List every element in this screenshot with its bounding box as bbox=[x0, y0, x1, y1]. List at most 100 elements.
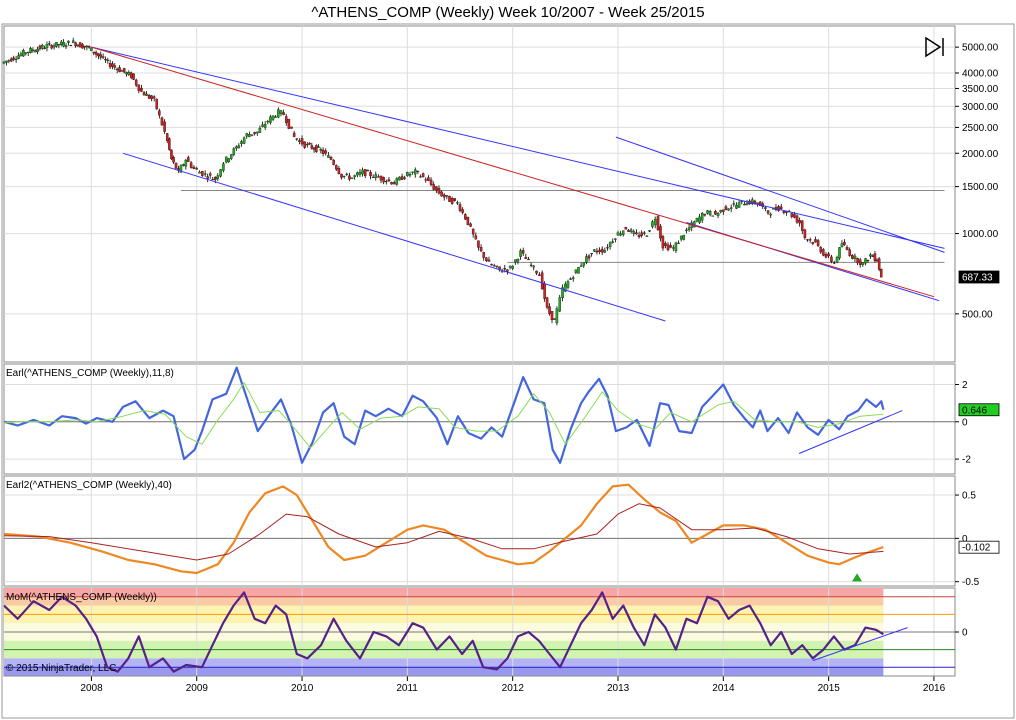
candle-body bbox=[577, 267, 580, 274]
candle-body bbox=[36, 48, 39, 53]
candle-body bbox=[677, 242, 680, 244]
candle-body bbox=[722, 209, 725, 212]
earl2-panel[interactable]: 0.5 0 -0.5 Earl2(^ATHENS_COMP (Weekly),40) -… bbox=[3, 475, 1000, 588]
candle-body bbox=[564, 283, 567, 292]
copyright-text: © 2015 NinjaTrader, LLC bbox=[6, 663, 116, 674]
candle-body bbox=[182, 164, 185, 166]
candle-body bbox=[840, 243, 844, 248]
candle-body bbox=[150, 95, 153, 100]
candle-body bbox=[806, 239, 809, 241]
candle-body bbox=[808, 239, 812, 241]
candle-body bbox=[242, 137, 246, 144]
candle-body bbox=[437, 187, 441, 194]
candle-body bbox=[113, 65, 117, 68]
candle-body bbox=[340, 173, 343, 178]
candle-body bbox=[406, 172, 409, 177]
candle-body bbox=[206, 176, 209, 179]
earl-panel[interactable]: 2 0 -2 Earl(^ATHENS_COMP (Weekly),11,8) 0.64… bbox=[3, 363, 1000, 475]
panel-label: Earl2(^ATHENS_COMP (Weekly),40) bbox=[6, 480, 172, 491]
candle-body bbox=[608, 242, 612, 247]
candle-body bbox=[142, 92, 146, 96]
candle-body bbox=[590, 253, 593, 255]
candle-body bbox=[838, 247, 841, 259]
candle-body bbox=[324, 150, 327, 154]
candle-body bbox=[134, 79, 138, 86]
candle-body bbox=[803, 229, 807, 238]
candle-body bbox=[174, 162, 178, 169]
candle-body bbox=[782, 211, 786, 213]
candle-body bbox=[92, 51, 96, 54]
x-tick-label: 2014 bbox=[712, 683, 735, 694]
candle-body bbox=[848, 249, 851, 256]
candle-body bbox=[390, 182, 393, 185]
candle-body bbox=[71, 40, 75, 43]
candle-body bbox=[724, 206, 728, 210]
candle-body bbox=[230, 154, 233, 159]
candle-body bbox=[78, 42, 82, 48]
candle-body bbox=[606, 247, 609, 249]
candle-body bbox=[69, 44, 73, 47]
candle-body bbox=[379, 175, 383, 181]
candle-body bbox=[263, 124, 267, 128]
candle-body bbox=[31, 49, 35, 51]
candle-body bbox=[790, 213, 794, 217]
candle-body bbox=[342, 175, 346, 177]
candle-body bbox=[160, 117, 164, 126]
y-tick-label: 0 bbox=[962, 417, 968, 428]
candle-body bbox=[511, 265, 514, 269]
candle-body bbox=[298, 140, 301, 142]
candle-body bbox=[321, 149, 325, 154]
candle-body bbox=[877, 258, 881, 270]
candle-body bbox=[38, 45, 42, 50]
candle-body bbox=[579, 265, 583, 267]
y-tick-label: 2500.00 bbox=[962, 123, 999, 134]
candle-body bbox=[558, 297, 561, 312]
candle-body bbox=[548, 306, 551, 314]
candle-body bbox=[635, 232, 638, 235]
candle-body bbox=[471, 228, 475, 235]
candle-body bbox=[277, 109, 280, 118]
candle-body bbox=[19, 53, 23, 56]
mom-panel[interactable]: 0 MoM(^ATHENS_COMP (Weekly)) bbox=[3, 587, 968, 677]
candle-body bbox=[198, 171, 201, 174]
candle-body bbox=[672, 247, 675, 249]
candle-body bbox=[637, 234, 641, 238]
candle-body bbox=[424, 179, 428, 181]
candle-body bbox=[793, 213, 796, 218]
candle-body bbox=[287, 118, 291, 129]
candle-body bbox=[666, 244, 670, 251]
candle-body bbox=[795, 215, 799, 223]
candle-body bbox=[640, 232, 643, 236]
candle-body bbox=[335, 165, 338, 170]
series-line bbox=[3, 366, 885, 464]
candle-body bbox=[442, 194, 446, 198]
candle-body bbox=[274, 116, 277, 118]
candle-body bbox=[740, 201, 743, 203]
candle-body bbox=[90, 47, 93, 51]
candle-body bbox=[240, 141, 243, 144]
candle-body bbox=[466, 216, 470, 225]
candle-body bbox=[445, 195, 449, 197]
candle-body bbox=[33, 50, 37, 53]
last-value-label: 687.33 bbox=[962, 273, 993, 284]
candle-body bbox=[461, 209, 464, 213]
candle-body bbox=[104, 59, 107, 61]
zone-band bbox=[4, 658, 884, 668]
price-panel[interactable]: 5000.00 4000.00 3500.00 3000.00 2500.00 2000.… bbox=[2, 25, 1000, 363]
x-tick-label: 2012 bbox=[502, 683, 525, 694]
candle-body bbox=[777, 206, 780, 211]
scroll-to-end-icon[interactable] bbox=[925, 36, 944, 58]
candle-body bbox=[312, 147, 316, 150]
channel-line bbox=[615, 136, 945, 253]
candle-body bbox=[76, 44, 80, 47]
candle-body bbox=[450, 198, 454, 204]
candle-body bbox=[711, 215, 715, 217]
candle-body bbox=[469, 223, 472, 227]
candle-body bbox=[603, 250, 607, 253]
candle-body bbox=[632, 231, 636, 234]
candle-body bbox=[550, 311, 554, 321]
candle-body bbox=[358, 171, 362, 175]
candle-body bbox=[629, 229, 633, 232]
candle-body bbox=[714, 211, 717, 215]
